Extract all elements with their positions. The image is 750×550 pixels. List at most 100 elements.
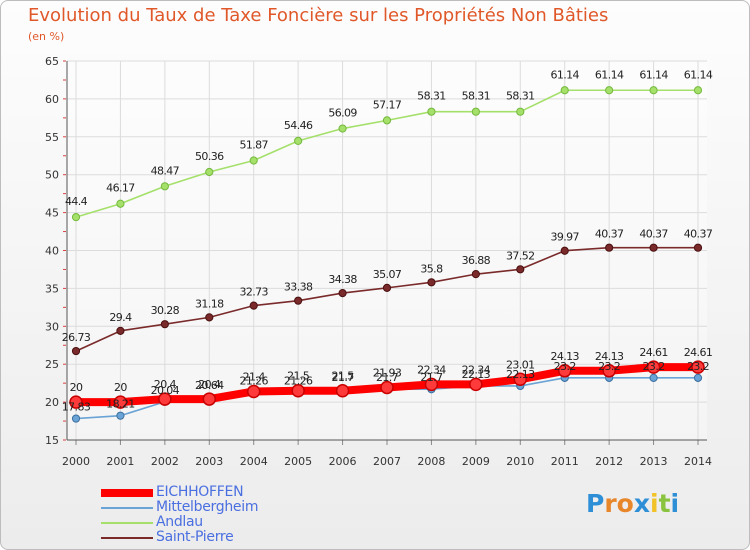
chart-legend: EICHHOFFEN Mittelbergheim Andlau Saint-Pier…: [101, 484, 361, 545]
data-label-mittelbergheim: 23.2: [643, 360, 665, 373]
data-point-saint-pierre: [338, 288, 347, 298]
data-label-andlau: 58.31: [417, 90, 446, 103]
data-point-andlau: [560, 86, 569, 95]
data-point-saint-pierre: [205, 313, 214, 322]
data-point-andlau: [516, 107, 525, 116]
data-label-eichhoffen: 21.93: [373, 366, 402, 379]
logo-letter: P: [586, 489, 605, 518]
data-label-mittelbergheim: 23.2: [687, 360, 709, 373]
data-point-andlau: [71, 213, 81, 222]
data-point-saint-pierre: [160, 320, 169, 329]
data-label-eichhoffen: 20.4: [198, 378, 221, 391]
data-label-mittelbergheim: 22.13: [462, 368, 491, 381]
data-label-eichhoffen: 20: [70, 381, 83, 394]
legend-item: Andlau: [101, 514, 361, 530]
data-point-andlau: [382, 116, 392, 125]
x-tick-label: 2014: [684, 455, 712, 468]
data-label-eichhoffen: 22.34: [417, 363, 446, 376]
data-label-andlau: 58.31: [462, 90, 491, 103]
logo-letter: r: [604, 489, 617, 518]
data-label-saint-pierre: 32.73: [239, 286, 268, 299]
data-label-saint-pierre: 33.38: [284, 281, 313, 294]
legend-label: EICHHOFFEN: [156, 484, 244, 500]
data-label-saint-pierre: 37.52: [506, 249, 535, 262]
x-tick-label: 2001: [106, 455, 134, 468]
y-tick-label: 15: [45, 434, 59, 447]
data-label-eichhoffen: 23.01: [506, 358, 535, 371]
data-label-mittelbergheim: 21.7: [332, 371, 355, 384]
x-tick-label: 2013: [640, 455, 668, 468]
data-point-andlau: [605, 86, 614, 95]
legend-item: Mittelbergheim: [101, 499, 361, 515]
logo-letter: i: [650, 489, 659, 518]
x-tick-label: 2009: [462, 455, 490, 468]
legend-swatch: [101, 507, 153, 509]
data-point-saint-pierre: [427, 278, 436, 287]
data-point-eichhoffen: [557, 364, 572, 378]
data-point-saint-pierre: [249, 301, 258, 310]
logo-letter: t: [658, 489, 671, 518]
legend-label: Andlau: [156, 514, 203, 530]
data-point-saint-pierre: [382, 283, 392, 292]
data-label-andlau: 54.46: [284, 119, 313, 132]
data-point-mittelbergheim: [71, 414, 81, 423]
data-label-saint-pierre: 30.28: [151, 304, 180, 317]
legend-swatch: [101, 522, 153, 524]
data-point-andlau: [160, 182, 169, 191]
data-point-eichhoffen: [202, 392, 217, 406]
data-point-eichhoffen: [246, 384, 261, 399]
data-label-mittelbergheim: 21.7: [420, 371, 443, 384]
data-point-saint-pierre: [605, 243, 614, 252]
logo-letter: o: [616, 489, 634, 518]
data-label-eichhoffen: 21.5: [287, 370, 310, 383]
data-label-andlau: 58.31: [506, 90, 535, 103]
data-point-eichhoffen: [691, 360, 705, 374]
legend-label: Mittelbergheim: [156, 499, 259, 515]
data-label-andlau: 44.4: [65, 195, 88, 208]
x-tick-label: 2008: [417, 455, 445, 468]
logo-letter: i: [670, 489, 680, 518]
data-label-mittelbergheim: 21.26: [239, 375, 268, 388]
y-tick-label: 45: [45, 207, 59, 220]
data-point-andlau: [205, 167, 214, 177]
data-point-eichhoffen: [646, 360, 661, 374]
data-label-andlau: 61.14: [550, 68, 579, 81]
data-point-saint-pierre: [560, 246, 569, 255]
data-label-mittelbergheim: 23.2: [554, 360, 576, 373]
y-tick-label: 20: [45, 396, 59, 409]
x-tick-label: 2006: [329, 455, 357, 468]
data-label-andlau: 57.17: [373, 98, 402, 111]
data-label-andlau: 61.14: [684, 68, 713, 81]
data-point-eichhoffen: [69, 395, 83, 409]
x-tick-label: 2012: [595, 455, 623, 468]
data-point-andlau: [427, 107, 436, 116]
x-tick-label: 2007: [373, 455, 401, 468]
data-label-eichhoffen: 21.5: [332, 370, 355, 383]
data-label-andlau: 56.09: [328, 107, 357, 120]
data-label-mittelbergheim: 17.83: [62, 401, 91, 414]
data-label-andlau: 51.87: [239, 139, 268, 152]
data-point-saint-pierre: [471, 270, 480, 279]
data-label-eichhoffen: 20.4: [154, 378, 177, 391]
data-point-eichhoffen: [158, 392, 172, 406]
data-label-mittelbergheim: 23.2: [598, 360, 620, 373]
legend-item: Saint-Pierre: [101, 529, 361, 545]
data-label-mittelbergheim: 20.64: [195, 379, 224, 392]
proxiti-logo: Proxiti: [586, 489, 679, 518]
data-point-eichhoffen: [113, 395, 128, 409]
data-label-eichhoffen: 20: [114, 381, 127, 394]
data-label-saint-pierre: 40.37: [684, 228, 713, 241]
data-point-andlau: [249, 156, 258, 165]
chart-unit-label: (en %): [28, 30, 65, 43]
data-label-saint-pierre: 34.38: [328, 273, 357, 286]
data-label-saint-pierre: 31.18: [195, 297, 224, 310]
data-label-saint-pierre: 35.07: [373, 268, 402, 281]
data-point-mittelbergheim: [649, 373, 658, 382]
data-point-eichhoffen: [602, 364, 616, 378]
data-label-eichhoffen: 24.13: [595, 350, 624, 363]
x-tick-label: 2000: [62, 455, 90, 468]
y-tick-label: 50: [45, 169, 59, 182]
y-tick-label: 30: [45, 320, 59, 333]
